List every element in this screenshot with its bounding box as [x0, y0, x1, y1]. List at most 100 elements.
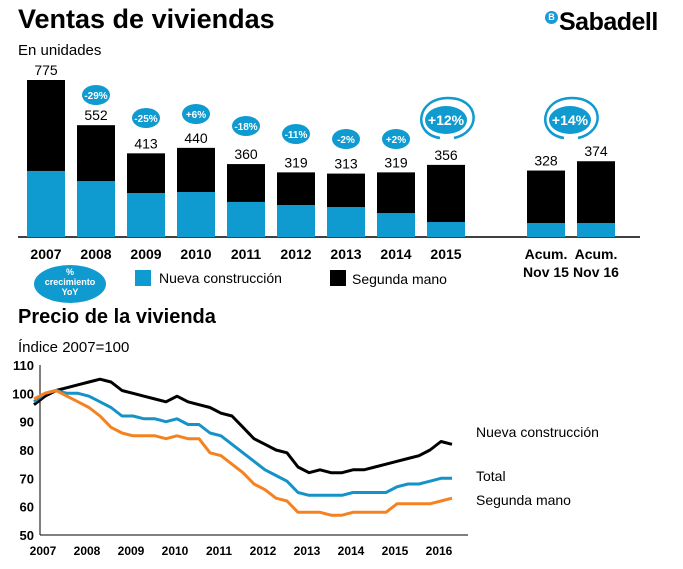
bar-category-label: Nov 15 [523, 264, 569, 280]
line-chart-unit-label: Índice 2007=100 [18, 339, 130, 356]
growth-badge [425, 106, 467, 134]
legend-label-nueva-construccion: Nueva construcción [159, 270, 282, 286]
bar-total-label: 360 [234, 146, 258, 162]
x-tick-label: 2016 [426, 544, 453, 558]
line-chart-title: Precio de la vivienda [18, 306, 216, 328]
bar-total-label: 319 [384, 154, 408, 170]
bar-segunda-mano [327, 173, 365, 208]
bar-nueva-construccion [27, 170, 65, 237]
bar-category-label: 2014 [380, 246, 411, 262]
logo-text: Sabadell [559, 8, 658, 36]
series-end-label: Nueva construcción [476, 424, 599, 440]
bar-segunda-mano [27, 80, 65, 171]
y-tick-label: 70 [20, 471, 34, 486]
y-tick-label: 110 [13, 358, 34, 373]
bar-nueva-construccion [277, 204, 315, 237]
bar-segunda-mano [427, 164, 465, 223]
growth-badge-label: +12% [428, 112, 465, 128]
x-tick-label: 2010 [162, 544, 189, 558]
bar-segunda-mano [77, 125, 115, 182]
series-end-label: Segunda mano [476, 492, 571, 508]
bar-nueva-construccion [327, 207, 365, 237]
bar-total-label: 413 [134, 135, 158, 151]
legend-swatch-segunda-mano [330, 270, 346, 286]
bar-nueva-construccion [377, 213, 415, 237]
bar-segunda-mano [177, 147, 215, 193]
line-series-2 [33, 389, 453, 517]
growth-badge-legend-text: YoY [62, 287, 79, 297]
series-end-label: Total [476, 468, 506, 484]
bar-category-label: 2009 [130, 246, 161, 262]
bar-category-label: 2012 [280, 246, 311, 262]
bar-nueva-construccion [577, 223, 615, 237]
bar-total-label: 356 [434, 147, 458, 163]
logo-badge-icon: B [545, 11, 558, 24]
growth-badge-label: -18% [234, 122, 257, 133]
x-tick-label: 2014 [338, 544, 365, 558]
bar-total-label: 319 [284, 154, 308, 170]
bar-nueva-construccion [427, 222, 465, 237]
line-series-1 [33, 389, 452, 497]
y-tick-label: 60 [20, 500, 34, 515]
growth-badge-label: +14% [552, 112, 589, 128]
bar-segunda-mano [127, 153, 165, 194]
growth-badge [282, 124, 310, 144]
bar-category-label: Acum. [525, 246, 568, 262]
legend-label-segunda-mano: Segunda mano [352, 271, 447, 287]
bar-nueva-construccion [77, 181, 115, 237]
x-tick-label: 2013 [294, 544, 321, 558]
growth-badge [232, 116, 260, 136]
legend-swatch-nueva-construccion [135, 270, 151, 286]
line-series-0 [33, 377, 453, 475]
growth-badge-label: +2% [386, 135, 406, 146]
growth-badge-label: -11% [285, 130, 308, 141]
growth-badge-label: +6% [186, 110, 206, 121]
bar-segunda-mano [227, 164, 265, 202]
bar-total-label: 440 [184, 130, 208, 146]
bar-segunda-mano [577, 161, 615, 224]
x-tick-label: 2008 [74, 544, 101, 558]
y-tick-label: 50 [20, 528, 34, 543]
bar-nueva-construccion [227, 201, 265, 237]
growth-badge [549, 106, 591, 134]
bar-total-label: 374 [584, 143, 608, 159]
bar-total-label: 328 [534, 153, 558, 169]
growth-badge [132, 108, 160, 128]
highlight-swirl-icon [420, 96, 475, 140]
growth-badge [332, 129, 360, 149]
x-tick-label: 2015 [382, 544, 409, 558]
growth-badge-legend [34, 265, 106, 303]
bar-category-label: 2013 [330, 246, 361, 262]
bar-category-label: 2008 [80, 246, 111, 262]
bar-category-label: 2010 [180, 246, 211, 262]
sabadell-logo: B Sabadell [545, 8, 658, 40]
bar-segunda-mano [277, 172, 315, 205]
growth-badge [382, 129, 410, 149]
growth-badge-legend-text: % [66, 267, 74, 277]
growth-badge-legend-text: crecimiento [45, 277, 96, 287]
bar-segunda-mano [377, 172, 415, 214]
y-tick-label: 80 [20, 443, 34, 458]
highlight-swirl-icon [544, 96, 599, 140]
x-tick-label: 2007 [30, 544, 57, 558]
growth-badge [82, 85, 110, 105]
bar-total-label: 313 [334, 156, 358, 172]
page-title: Ventas de viviendas [18, 4, 275, 34]
x-tick-label: 2009 [118, 544, 145, 558]
bar-category-label: Nov 16 [573, 264, 619, 280]
y-tick-label: 90 [20, 415, 34, 430]
bar-category-label: 2015 [430, 246, 461, 262]
bar-category-label: Acum. [575, 246, 618, 262]
x-tick-label: 2011 [206, 544, 232, 558]
bar-nueva-construccion [527, 223, 565, 237]
bar-nueva-construccion [177, 192, 215, 237]
y-tick-label: 100 [12, 386, 34, 401]
growth-badge [182, 104, 210, 124]
growth-badge-label: -25% [134, 114, 157, 125]
bar-segunda-mano [527, 170, 565, 224]
growth-badge-label: -29% [84, 91, 107, 102]
bar-nueva-construccion [127, 193, 165, 237]
bar-total-label: 552 [84, 107, 108, 123]
bar-chart-unit-label: En unidades [18, 42, 102, 59]
